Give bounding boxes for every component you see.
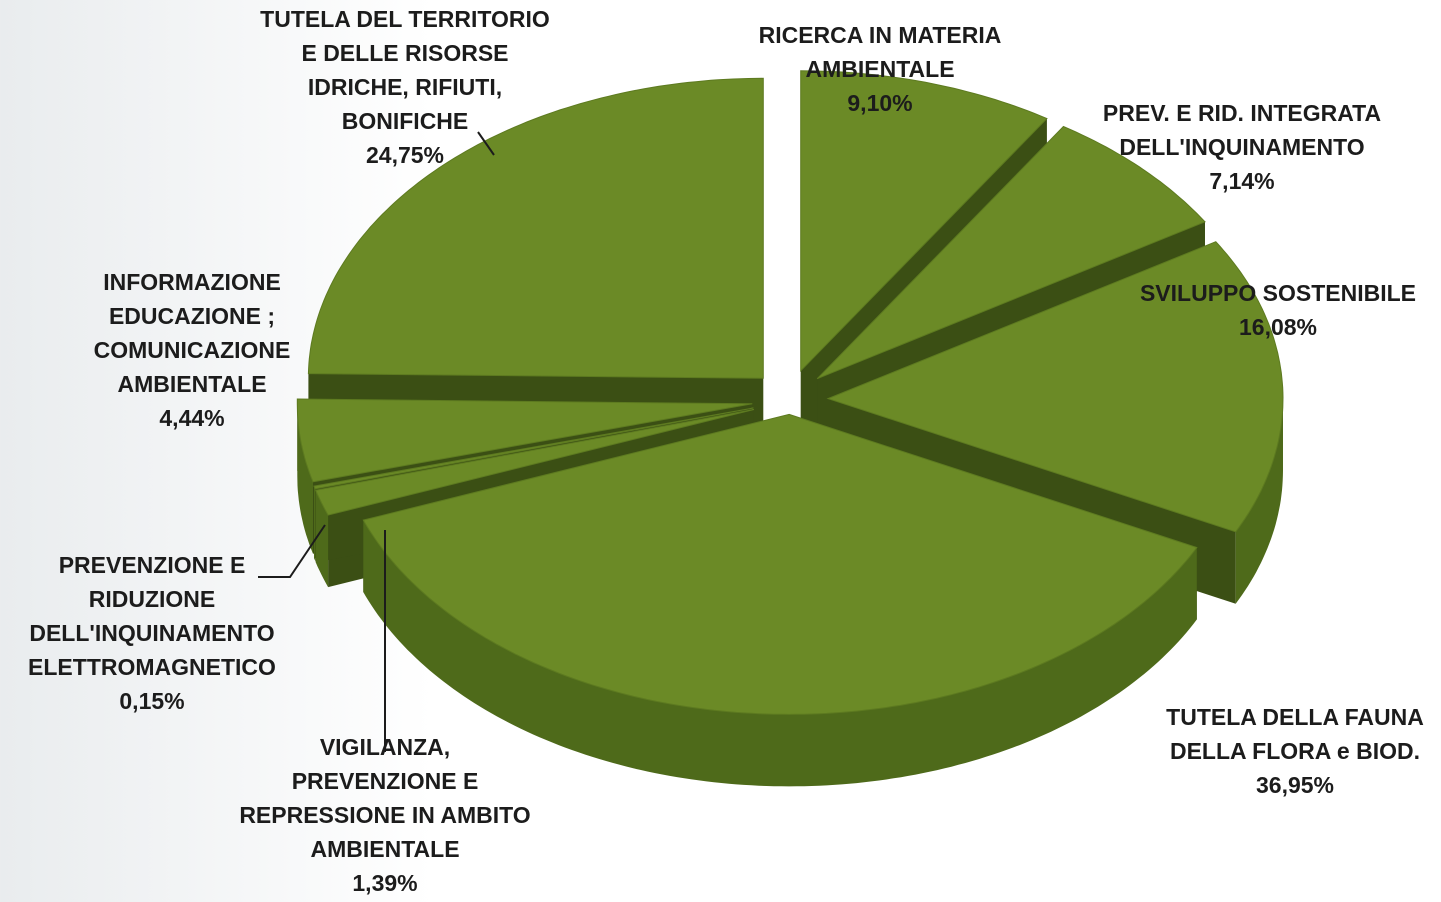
category-label: TUTELA DEL TERRITORIO <box>260 6 550 32</box>
leader-line <box>477 131 495 156</box>
slice <box>314 409 755 516</box>
category-label: DELLA FLORA e BIOD. <box>1170 738 1420 764</box>
category-label: BONIFICHE <box>342 108 469 134</box>
category-label: REPRESSIONE IN AMBITO <box>239 802 530 828</box>
leader-line <box>258 524 326 578</box>
category-label: INFORMAZIONE <box>103 269 281 295</box>
slice <box>800 70 1048 373</box>
slice <box>296 398 753 483</box>
value-label: 0,15% <box>119 688 184 714</box>
value-label: 24,75% <box>366 142 444 168</box>
category-label: DELL'INQUINAMENTO <box>29 620 274 646</box>
category-label: EDUCAZIONE ; <box>109 303 275 329</box>
category-label: RICERCA IN MATERIA <box>759 22 1002 48</box>
slice <box>362 413 1198 787</box>
slice-side <box>315 490 329 588</box>
slice-side <box>297 403 313 554</box>
category-label: TUTELA DELLA FAUNA <box>1166 704 1424 730</box>
value-label: 7,14% <box>1209 168 1274 194</box>
category-label: E DELLE RISORSE <box>301 40 508 66</box>
category-label: PREVENZIONE E <box>59 552 246 578</box>
category-label: IDRICHE, RIFIUTI, <box>308 74 502 100</box>
slice <box>307 77 764 451</box>
value-label: 9,10% <box>847 90 912 116</box>
slice-side <box>1235 398 1283 604</box>
category-label: PREVENZIONE E <box>292 768 479 794</box>
category-label: AMBIENTALE <box>117 371 266 397</box>
slice <box>816 125 1206 380</box>
value-label: 16,08% <box>1239 314 1317 340</box>
slice-side <box>314 486 316 561</box>
category-label: DELL'INQUINAMENTO <box>1119 134 1364 160</box>
slice <box>313 407 754 490</box>
category-label: ELETTROMAGNETICO <box>28 654 276 680</box>
category-label: AMBIENTALE <box>805 56 954 82</box>
slice <box>826 241 1284 533</box>
labels: RICERCA IN MATERIA AMBIENTALE 9,10% PREV. E… <box>28 6 1424 896</box>
value-label: 1,39% <box>352 870 417 896</box>
value-label: 36,95% <box>1256 772 1334 798</box>
slice <box>362 413 1198 715</box>
category-label: RIDUZIONE <box>89 586 216 612</box>
category-label: VIGILANZA, <box>320 734 450 760</box>
slice-side <box>363 520 1197 787</box>
category-label: COMUNICAZIONE <box>94 337 291 363</box>
category-label: SVILUPPO SOSTENIBILE <box>1140 280 1416 306</box>
value-label: 4,44% <box>159 405 224 431</box>
category-label: PREV. E RID. INTEGRATA <box>1103 100 1381 126</box>
pie <box>296 70 1284 787</box>
slice <box>307 77 764 379</box>
category-label: AMBIENTALE <box>310 836 459 862</box>
